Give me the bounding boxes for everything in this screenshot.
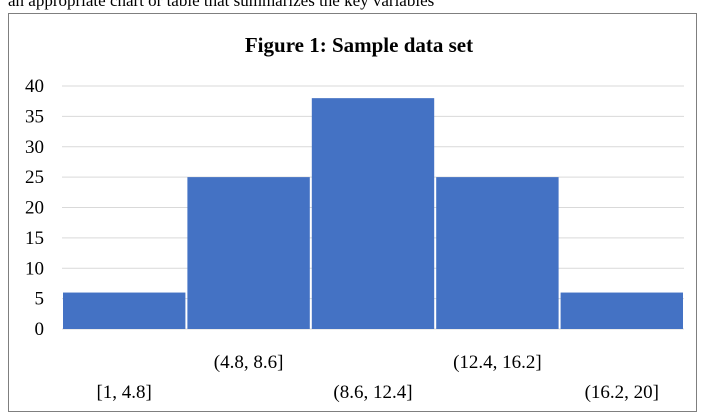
y-tick-label: 25 [25,167,44,188]
cropped-text-line: an appropriate chart or table that summa… [0,0,705,13]
histogram-bar [436,177,559,329]
x-category-label: (8.6, 12.4] [333,382,412,403]
y-tick-label: 0 [35,319,45,340]
bars [63,98,683,330]
y-tick-label: 35 [25,106,44,127]
y-tick-label: 20 [25,198,44,219]
x-category-label: (4.8, 8.6] [214,352,284,373]
chart-title: Figure 1: Sample data set [245,33,473,57]
x-axis-labels: [1, 4.8] (4.8, 8.6] (8.6, 12.4] (12.4, 16.2… [96,352,659,403]
y-tick-label: 10 [25,258,44,279]
y-axis-ticks: 0 5 10 15 20 25 30 35 40 [25,76,44,340]
y-tick-label: 5 [35,289,45,310]
histogram-bar [63,292,186,329]
y-tick-label: 30 [25,137,44,158]
chart-area [8,13,697,412]
histogram-bar [311,98,435,330]
cropped-text: an appropriate chart or table that summa… [8,0,435,10]
y-tick-label: 40 [25,76,44,97]
histogram-bar [560,292,683,329]
histogram-bar [187,177,310,329]
x-category-label: (16.2, 20] [585,382,659,403]
y-tick-label: 15 [25,228,44,249]
x-category-label: (12.4, 16.2] [453,352,542,373]
x-category-label: [1, 4.8] [96,382,151,403]
